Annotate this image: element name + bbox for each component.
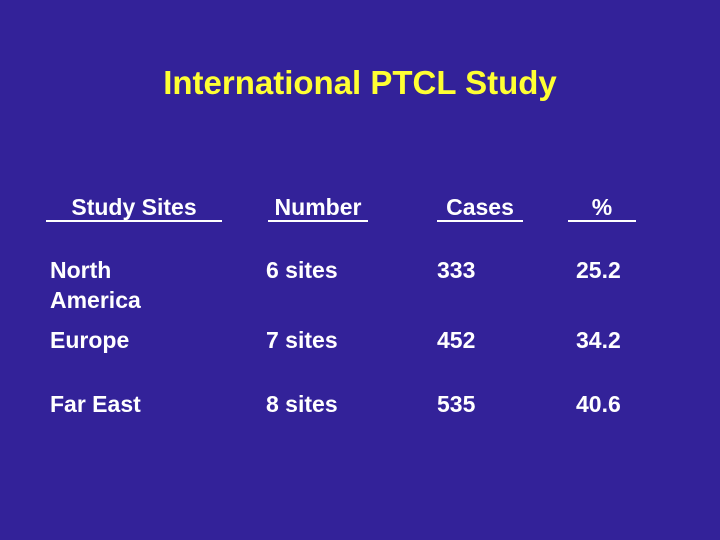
header-percent: % — [591, 194, 613, 220]
header-underline — [568, 220, 636, 222]
row-number: 6 sites — [266, 257, 338, 283]
row-cases: 535 — [437, 391, 476, 417]
row-cases: 333 — [437, 257, 476, 283]
header-underline — [268, 220, 368, 222]
header-underline — [46, 220, 222, 222]
row-percent: 40.6 — [576, 391, 621, 417]
row-percent: 25.2 — [576, 257, 621, 283]
row-cases: 452 — [437, 327, 476, 353]
header-number: Number — [274, 194, 362, 220]
header-study-sites: Study Sites — [71, 194, 197, 220]
slide-title: International PTCL Study — [163, 64, 557, 101]
row-site: Europe — [50, 327, 130, 353]
row-site: Far East — [50, 391, 141, 417]
header-underline — [437, 220, 523, 222]
row-site: North America — [50, 257, 141, 313]
row-number: 7 sites — [266, 327, 338, 353]
header-cases: Cases — [446, 194, 514, 220]
row-number: 8 sites — [266, 391, 338, 417]
row-percent: 34.2 — [576, 327, 621, 353]
